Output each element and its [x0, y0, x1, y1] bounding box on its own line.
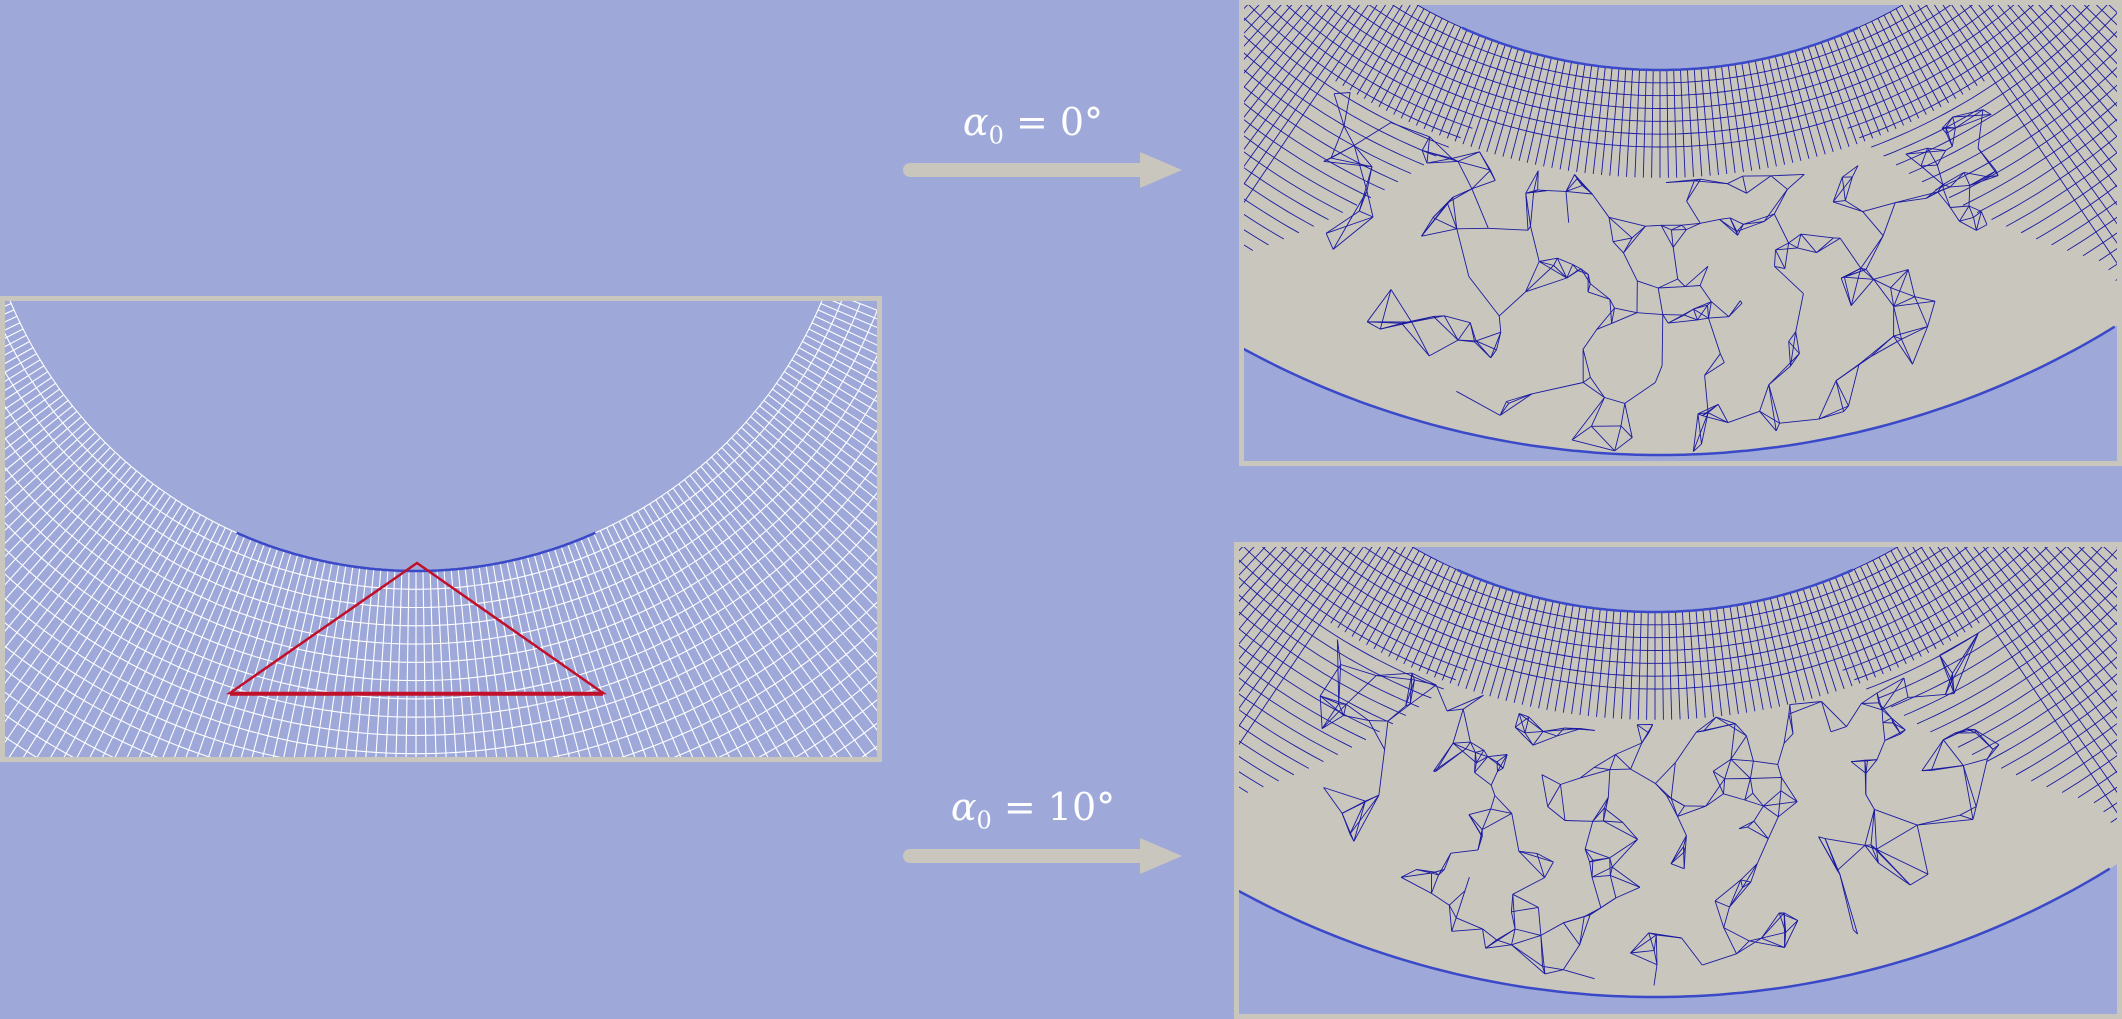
input-mesh-panel: [0, 296, 882, 762]
result-mesh-alpha10: [1239, 547, 2117, 999]
outer-boundary: [1239, 867, 2111, 999]
inner-boundary: [1456, 568, 1854, 614]
inner-boundary: [236, 531, 596, 573]
inner-boundary: [1461, 26, 1859, 72]
mesh-lines: [1244, 5, 2117, 452]
arrow-right-icon: [903, 838, 1182, 874]
label-symbol: α: [962, 100, 989, 144]
mesh-fill: [1239, 547, 2117, 997]
mesh-lines: [1239, 547, 2117, 986]
transform-label-alpha0: α0 = 0°: [903, 100, 1163, 150]
label-value: = 0°: [1003, 100, 1104, 144]
transform-label-alpha10: α0 = 10°: [903, 785, 1163, 835]
input-mesh: [5, 301, 877, 757]
label-subscript: 0: [988, 121, 1004, 150]
result-mesh-panel-alpha10: [1234, 542, 2122, 1019]
result-mesh-panel-alpha0: [1239, 0, 2122, 466]
mesh-lines: [5, 301, 877, 757]
label-symbol: α: [950, 785, 977, 829]
label-subscript: 0: [976, 806, 992, 835]
outer-boundary: [1244, 325, 2116, 457]
arrow-right-icon: [903, 152, 1182, 188]
result-mesh-alpha0: [1244, 5, 2117, 457]
label-value: = 10°: [991, 785, 1116, 829]
